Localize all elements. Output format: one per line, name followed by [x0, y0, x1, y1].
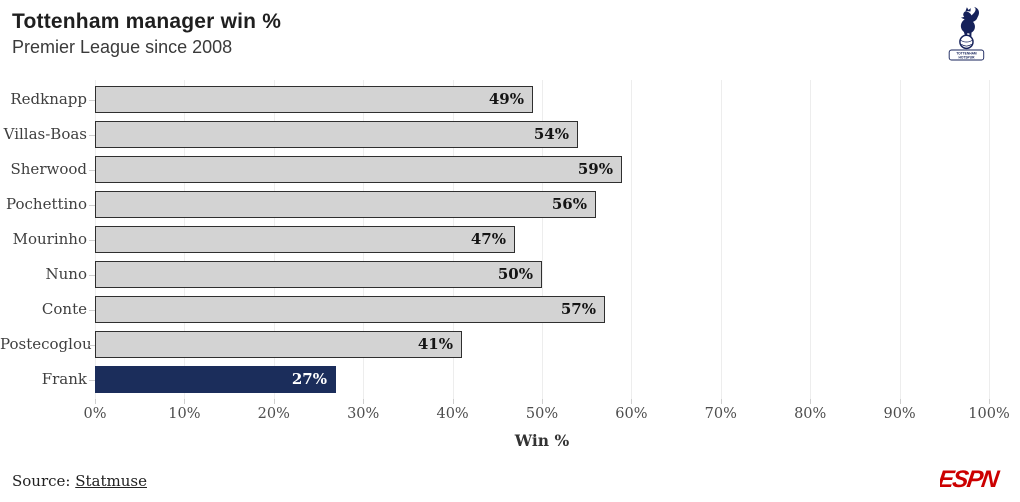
x-tick-80 — [810, 399, 812, 404]
x-tick-label-80: 80% — [794, 406, 827, 422]
tottenham-crest-logo: TOTTENHAM HOTSPUR — [948, 6, 985, 61]
page-subtitle: Premier League since 2008 — [12, 37, 233, 57]
y-tick — [89, 275, 95, 276]
y-tick — [89, 135, 95, 136]
y-tick — [89, 100, 95, 101]
espn-logo-text: ESPN — [940, 466, 1001, 492]
x-tick-100 — [989, 399, 990, 404]
bar-mourinho: 47% — [95, 226, 515, 253]
bar-redknapp: 49% — [95, 86, 533, 113]
category-label-postecoglou: Postecoglou — [0, 335, 92, 353]
banner-text-line1: TOTTENHAM — [956, 51, 977, 55]
bar-value-label: 50% — [497, 265, 533, 283]
x-tick-label-10: 10% — [168, 406, 201, 422]
gridline-80 — [810, 80, 812, 399]
x-tick-70 — [720, 399, 722, 404]
category-label-sherwood: Sherwood — [10, 160, 88, 178]
y-tick — [89, 170, 95, 171]
source-prefix: Source: — [12, 472, 76, 490]
category-label-conte: Conte — [41, 300, 87, 318]
x-tick-10 — [184, 399, 186, 404]
cockerel-icon — [960, 6, 980, 37]
category-label-redknapp: Redknapp — [10, 90, 87, 108]
bar-frank: 27% — [95, 366, 336, 393]
category-label-nuno: Nuno — [45, 265, 87, 283]
bar-value-label: 57% — [560, 300, 596, 318]
gridline-90 — [899, 80, 901, 399]
bar-value-label: 59% — [577, 160, 613, 178]
x-tick-20 — [273, 399, 275, 404]
x-tick-0 — [95, 399, 96, 404]
category-label-pochettino: Pochettino — [6, 195, 87, 213]
bar-conte: 57% — [95, 296, 605, 323]
source-note: Source: Statmuse — [12, 472, 147, 490]
bar-postecoglou: 41% — [95, 331, 462, 358]
x-tick-40 — [452, 399, 454, 404]
x-tick-label-100: 100% — [968, 406, 1010, 422]
page-title: Tottenham manager win % — [12, 10, 282, 33]
y-tick — [89, 380, 95, 381]
x-tick-label-20: 20% — [257, 406, 290, 422]
bar-value-label: 47% — [470, 230, 506, 248]
bar-value-label: 27% — [291, 370, 327, 388]
y-tick — [89, 310, 95, 311]
bar-value-label: 54% — [533, 125, 569, 143]
crest-banner: TOTTENHAM HOTSPUR — [948, 49, 985, 61]
x-tick-label-30: 30% — [347, 406, 380, 422]
y-tick — [89, 240, 95, 241]
bar-value-label: 56% — [551, 195, 587, 213]
x-tick-50 — [542, 399, 543, 404]
y-tick — [89, 345, 95, 346]
category-label-villas-boas: Villas-Boas — [3, 125, 87, 143]
bar-nuno: 50% — [95, 261, 542, 288]
x-axis-title: Win % — [514, 431, 570, 450]
x-tick-label-70: 70% — [704, 406, 737, 422]
x-tick-label-90: 90% — [883, 406, 916, 422]
category-label-mourinho: Mourinho — [12, 230, 87, 248]
bar-pochettino: 56% — [95, 191, 596, 218]
ball-seam — [961, 44, 972, 47]
gridline-60 — [631, 80, 633, 399]
gridline-100 — [989, 80, 990, 399]
x-tick-label-60: 60% — [615, 406, 648, 422]
x-tick-label-0: 0% — [83, 406, 107, 422]
x-tick-label-50: 50% — [525, 406, 559, 422]
category-label-frank: Frank — [41, 370, 87, 388]
gridline-50 — [542, 80, 543, 399]
x-tick-60 — [631, 399, 633, 404]
bar-value-label: 49% — [488, 90, 524, 108]
bar-chart: Win % 0% 10% 20% 30% 40% 50% 60% 70% 80% 90% 100% R… — [0, 80, 1020, 460]
ball-seam — [960, 39, 973, 43]
bar-value-label: 41% — [417, 335, 453, 353]
bar-villas-boas: 54% — [95, 121, 578, 148]
bar-sherwood: 59% — [95, 156, 622, 183]
y-tick — [89, 205, 95, 206]
x-tick-label-40: 40% — [436, 406, 469, 422]
x-tick-90 — [899, 399, 901, 404]
espn-logo: ESPN — [940, 466, 1001, 492]
source-link[interactable]: Statmuse — [75, 472, 147, 490]
gridline-70 — [720, 80, 722, 399]
banner-text-line2: HOTSPUR — [958, 55, 975, 59]
x-tick-30 — [363, 399, 365, 404]
